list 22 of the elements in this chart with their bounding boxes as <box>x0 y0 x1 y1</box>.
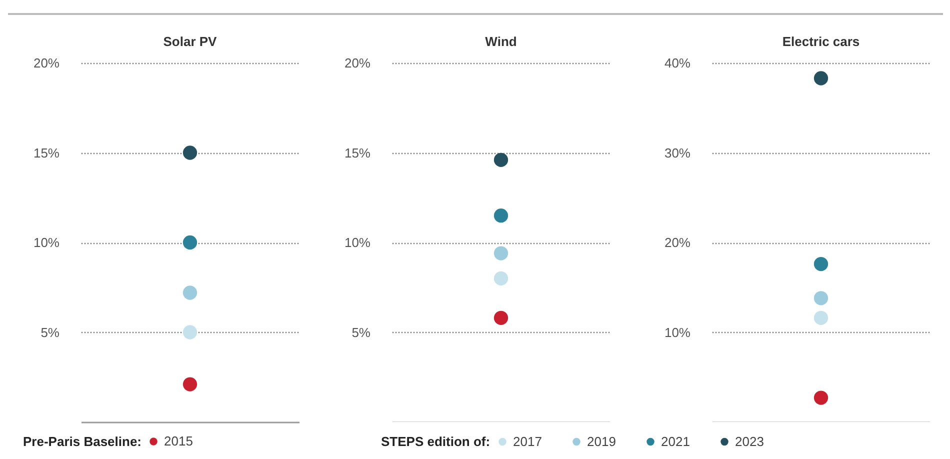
y-tick-label: 5% <box>352 324 371 340</box>
y-tick-label: 30% <box>664 145 691 160</box>
y-tick-label: 15% <box>33 145 60 160</box>
text: Pre-Paris Baseline: <box>23 434 142 449</box>
chart-title: Electric cars <box>782 34 860 49</box>
y-tick-label: 20% <box>664 235 691 250</box>
chart-title: Wind <box>485 34 517 49</box>
legend-label: 2023 <box>735 434 764 449</box>
legend-label: 2021 <box>661 434 690 449</box>
legend-label: 2015 <box>164 434 193 448</box>
legend-label: 2017 <box>513 434 542 449</box>
y-tick-label: 40% <box>664 56 691 70</box>
legend-label: 2019 <box>587 434 616 449</box>
y-tick-label: 20% <box>344 56 371 70</box>
chart-title: Solar PV <box>163 34 218 49</box>
y-tick-label: 5% <box>40 324 60 340</box>
legend-title: STEPS edition of: <box>381 434 490 449</box>
y-tick-label: 10% <box>33 235 60 250</box>
y-tick-label: 15% <box>344 145 371 160</box>
y-tick-label: 10% <box>344 235 371 250</box>
y-tick-label: 10% <box>664 324 691 340</box>
y-tick-label: 20% <box>33 56 60 70</box>
